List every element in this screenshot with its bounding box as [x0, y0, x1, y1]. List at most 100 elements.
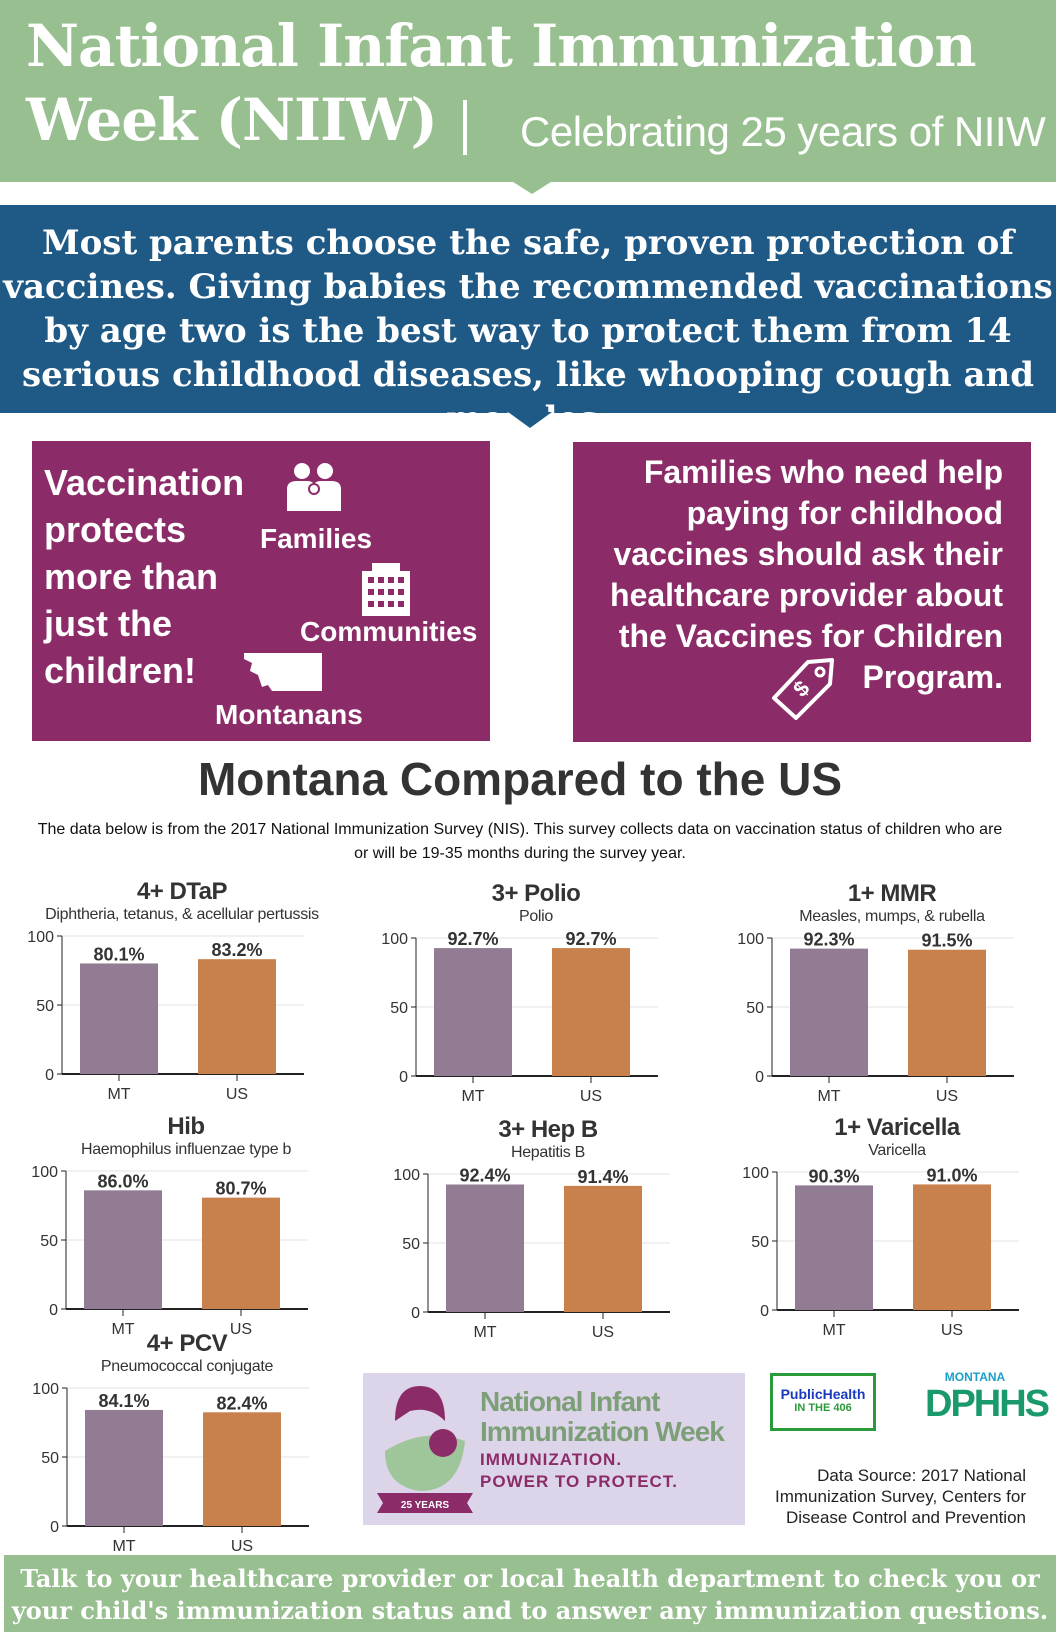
- text-line: healthcare provider about: [610, 577, 1003, 613]
- data-label: 91.0%: [926, 1165, 977, 1185]
- data-label: 83.2%: [211, 940, 262, 960]
- chart-title: 3+ Polio: [491, 880, 581, 907]
- data-label: 92.7%: [447, 930, 498, 949]
- y-tick-label: 100: [737, 931, 764, 948]
- y-tick-label: 100: [31, 1164, 58, 1181]
- x-tick-label: MT: [111, 1321, 134, 1338]
- price-tag-icon: $: [772, 658, 834, 720]
- chart-subtitle: Measles, mumps, & rubella: [799, 908, 985, 925]
- chart-4-dtap: 4+ DTaP Diphtheria, tetanus, & acellular …: [22, 878, 322, 1128]
- bar-mt: [84, 1190, 162, 1309]
- y-tick-label: 0: [399, 1069, 408, 1086]
- title-divider: [463, 100, 467, 155]
- bar-mt: [446, 1184, 524, 1312]
- x-tick-label: MT: [112, 1538, 135, 1555]
- data-label: 86.0%: [97, 1171, 148, 1191]
- x-tick-label: US: [580, 1088, 602, 1105]
- data-label: 80.1%: [93, 944, 144, 964]
- chart-title: 1+ Varicella: [834, 1114, 960, 1141]
- logo-title: National Infant Immunization Week: [480, 1387, 725, 1447]
- text-line: Vaccination: [44, 462, 245, 503]
- bar-us: [552, 948, 630, 1076]
- text-line: vaccines should ask their: [613, 536, 1004, 572]
- bar-mt: [85, 1409, 163, 1526]
- y-tick-label: 100: [27, 929, 54, 946]
- chart-subtitle: Varicella: [868, 1142, 926, 1159]
- data-label: 90.3%: [808, 1166, 859, 1186]
- bar-chart: 0 50 100 84.1% MT 82.4% US: [32, 1381, 309, 1555]
- text-line: paying for childhood: [686, 495, 1003, 531]
- y-tick-label: 50: [41, 1450, 59, 1467]
- x-tick-label: MT: [107, 1086, 130, 1103]
- bar-us: [908, 949, 986, 1076]
- footer-cta: Talk to your healthcare provider or loca…: [4, 1555, 1056, 1632]
- data-label: 92.7%: [565, 930, 616, 949]
- bar-chart: 0 50 100 86.0% MT 80.7% US: [31, 1164, 308, 1338]
- chart-3-polio: 3+ Polio Polio 0 50 100 92.7% MT 92.7% US: [376, 880, 676, 1130]
- x-tick-label: US: [592, 1324, 614, 1341]
- protects-panel: Vaccination protects more than just the …: [32, 441, 490, 741]
- x-tick-label: US: [226, 1086, 248, 1103]
- ph-logo-text: PublicHealth: [780, 1386, 866, 1402]
- chart-title: 4+ DTaP: [136, 878, 228, 905]
- text-line: protects: [44, 509, 187, 550]
- text-line: just the: [44, 603, 173, 644]
- logo-title-line: Immunization Week: [480, 1416, 725, 1447]
- header-banner: National Infant Immunization Week (NIIW)…: [0, 0, 1056, 182]
- communities-icon: [362, 563, 410, 616]
- y-tick-label: 100: [381, 931, 408, 948]
- text-line: Families who need help: [643, 454, 1003, 490]
- y-tick-label: 50: [402, 1236, 420, 1253]
- x-tick-label: US: [231, 1538, 253, 1555]
- dphhs-text: DPHHS: [925, 1383, 1050, 1425]
- bar-mt: [434, 948, 512, 1076]
- data-label: 92.4%: [459, 1166, 510, 1185]
- protects-text: Vaccination protects more than just the …: [44, 459, 244, 694]
- intro-notch: [508, 412, 552, 428]
- page-title-line2: Week (NIIW): [26, 86, 438, 154]
- x-tick-label: US: [936, 1088, 958, 1105]
- bar-chart: 0 50 100 92.4% MT 91.4% US: [393, 1166, 670, 1341]
- bar-us: [203, 1412, 281, 1526]
- bar-us: [564, 1185, 642, 1312]
- mother-baby-logo-icon: 25 YEARS: [377, 1386, 473, 1513]
- data-label: 92.3%: [803, 930, 854, 950]
- logo-tagline: IMMUNIZATION. POWER TO PROTECT.: [480, 1449, 678, 1493]
- x-tick-label: MT: [822, 1322, 845, 1339]
- y-tick-label: 50: [390, 1000, 408, 1017]
- chart-4-pcv: 4+ PCV Pneumococcal conjugate 0 50 100 84.1% M…: [27, 1330, 327, 1580]
- public-health-406-logo: PublicHealth IN THE 406: [770, 1373, 876, 1431]
- montana-map-icon: [244, 653, 322, 691]
- y-tick-label: 0: [45, 1067, 54, 1084]
- dphhs-top: MONTANA: [944, 1370, 1006, 1384]
- chart-3-hep-b: 3+ Hep B Hepatitis B 0 50 100 92.4% MT 91.4% US: [388, 1116, 688, 1366]
- y-tick-label: 50: [40, 1233, 58, 1250]
- y-tick-label: 0: [755, 1069, 764, 1086]
- intro-text: Most parents choose the safe, proven pro…: [0, 205, 1056, 439]
- data-label: 84.1%: [98, 1391, 149, 1411]
- data-label: 80.7%: [215, 1179, 266, 1199]
- montanans-label: Montanans: [215, 699, 363, 730]
- chart-subtitle: Polio: [518, 908, 554, 925]
- chart-hib: Hib Haemophilus influenzae type b 0 50 100 86…: [26, 1113, 326, 1363]
- text-line: children!: [44, 650, 197, 691]
- chart-1-mmr: 1+ MMR Measles, mumps, & rubella 0 50 100 92.…: [732, 880, 1032, 1130]
- bar-chart: 0 50 100 92.3% MT 91.5% US: [737, 930, 1014, 1105]
- x-tick-label: MT: [817, 1088, 840, 1105]
- chart-title: Hib: [167, 1113, 205, 1140]
- x-tick-label: MT: [461, 1088, 484, 1105]
- logo-badge: 25 YEARS: [401, 1500, 450, 1511]
- y-tick-label: 100: [742, 1165, 769, 1182]
- logo-tag-line: POWER TO PROTECT.: [480, 1472, 679, 1491]
- vfc-text: Families who need help paying for childh…: [583, 452, 1003, 698]
- chart-title: 3+ Hep B: [498, 1116, 598, 1143]
- bar-chart: 0 50 100 92.7% MT 92.7% US: [381, 930, 658, 1105]
- page-subtitle: Celebrating 25 years of NIIW: [520, 108, 1046, 155]
- bar-chart: 0 50 100 80.1% MT 83.2% US: [27, 929, 304, 1103]
- data-label: 91.5%: [921, 931, 972, 951]
- y-tick-label: 50: [751, 1234, 769, 1251]
- y-tick-label: 100: [32, 1381, 59, 1398]
- dphhs-logo: MONTANA DPHHS: [925, 1370, 1050, 1425]
- families-label: Families: [260, 523, 373, 554]
- bar-chart: 0 50 100 90.3% MT 91.0% US: [742, 1165, 1019, 1339]
